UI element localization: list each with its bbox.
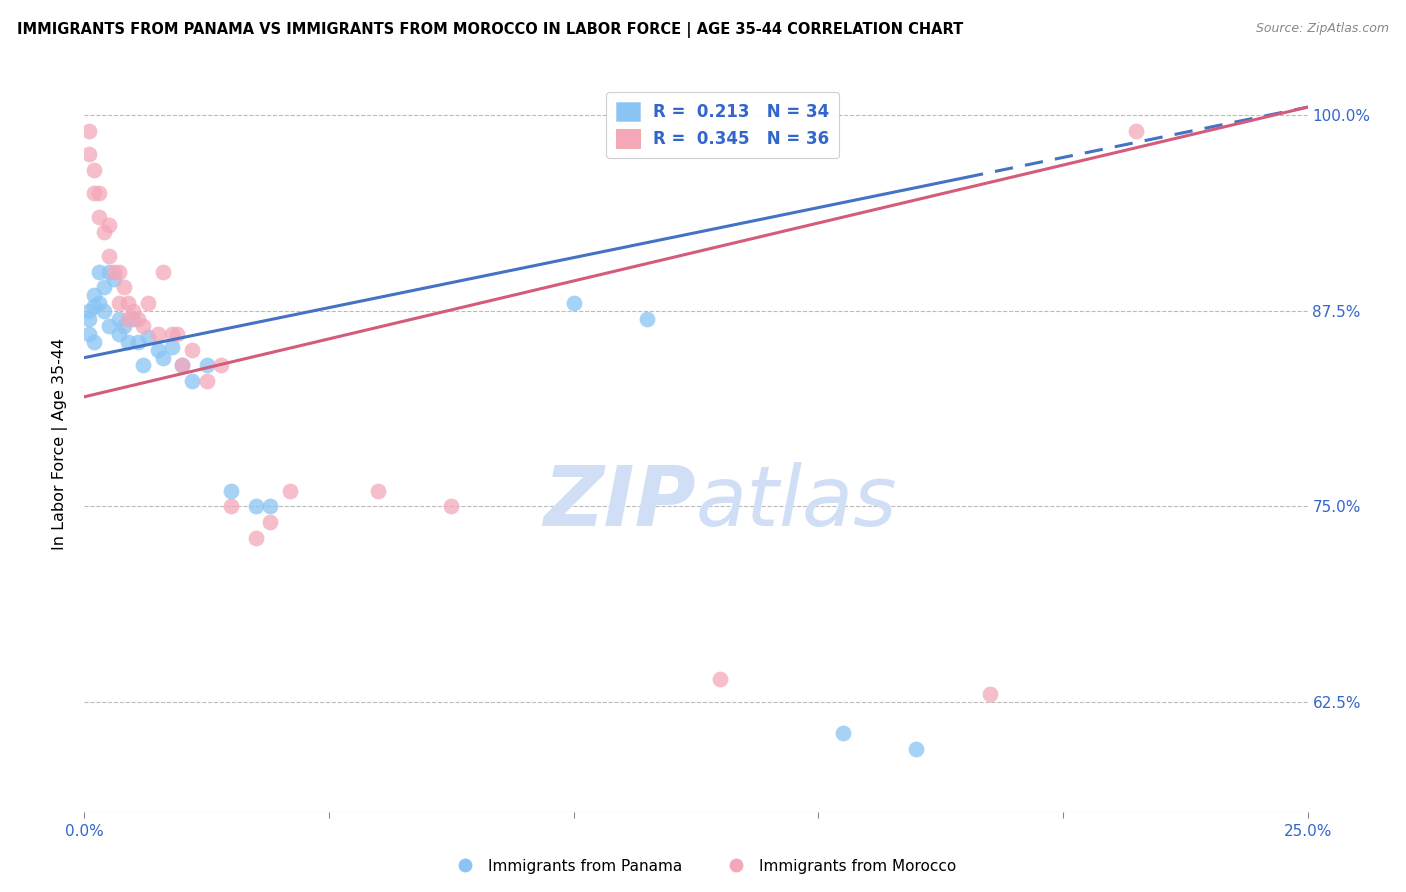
- Point: [127, 334, 149, 349]
- Point: [209, 359, 232, 373]
- Legend: R =  0.213   N = 34, R =  0.345   N = 36: R = 0.213 N = 34, R = 0.345 N = 36: [606, 92, 839, 159]
- Point: [77, 303, 100, 318]
- Point: [132, 319, 155, 334]
- Point: [245, 531, 267, 545]
- Point: [219, 483, 242, 498]
- Point: [172, 359, 194, 373]
- Point: [122, 303, 145, 318]
- Point: [97, 264, 120, 278]
- Point: [166, 327, 188, 342]
- Point: [162, 327, 184, 342]
- Point: [195, 374, 218, 388]
- Point: [117, 334, 139, 349]
- Text: ZIP: ZIP: [543, 462, 696, 543]
- Point: [219, 500, 242, 514]
- Text: atlas: atlas: [696, 462, 897, 543]
- Y-axis label: In Labor Force | Age 35-44: In Labor Force | Age 35-44: [52, 338, 69, 549]
- Point: [93, 226, 115, 240]
- Point: [87, 296, 110, 310]
- Point: [146, 327, 169, 342]
- Text: Source: ZipAtlas.com: Source: ZipAtlas.com: [1256, 22, 1389, 36]
- Point: [195, 359, 218, 373]
- Point: [152, 264, 174, 278]
- Point: [440, 500, 463, 514]
- Point: [132, 359, 155, 373]
- Point: [83, 288, 105, 302]
- Point: [97, 218, 120, 232]
- Point: [112, 319, 135, 334]
- Point: [83, 299, 105, 313]
- Point: [77, 123, 100, 137]
- Point: [245, 500, 267, 514]
- Point: [97, 319, 120, 334]
- Point: [136, 296, 159, 310]
- Point: [83, 186, 105, 201]
- Point: [136, 330, 159, 344]
- Point: [636, 311, 658, 326]
- Point: [107, 296, 129, 310]
- Point: [77, 311, 100, 326]
- Point: [162, 340, 184, 354]
- Point: [97, 249, 120, 263]
- Point: [979, 687, 1001, 701]
- Point: [146, 343, 169, 357]
- Point: [107, 327, 129, 342]
- Point: [77, 327, 100, 342]
- Point: [1125, 123, 1147, 137]
- Point: [831, 726, 853, 740]
- Point: [278, 483, 301, 498]
- Point: [905, 742, 928, 756]
- Point: [122, 311, 145, 326]
- Point: [152, 351, 174, 365]
- Point: [181, 374, 204, 388]
- Point: [103, 272, 125, 286]
- Point: [112, 280, 135, 294]
- Point: [83, 334, 105, 349]
- Point: [107, 311, 129, 326]
- Point: [127, 311, 149, 326]
- Point: [93, 280, 115, 294]
- Point: [259, 500, 281, 514]
- Point: [87, 186, 110, 201]
- Point: [562, 296, 585, 310]
- Point: [93, 303, 115, 318]
- Point: [107, 264, 129, 278]
- Point: [77, 147, 100, 161]
- Point: [117, 311, 139, 326]
- Point: [259, 515, 281, 529]
- Point: [709, 672, 731, 686]
- Point: [103, 264, 125, 278]
- Text: IMMIGRANTS FROM PANAMA VS IMMIGRANTS FROM MOROCCO IN LABOR FORCE | AGE 35-44 COR: IMMIGRANTS FROM PANAMA VS IMMIGRANTS FRO…: [17, 22, 963, 38]
- Point: [87, 210, 110, 224]
- Point: [117, 296, 139, 310]
- Legend: Immigrants from Panama, Immigrants from Morocco: Immigrants from Panama, Immigrants from …: [444, 853, 962, 880]
- Point: [172, 359, 194, 373]
- Point: [83, 162, 105, 177]
- Point: [181, 343, 204, 357]
- Point: [87, 264, 110, 278]
- Point: [367, 483, 389, 498]
